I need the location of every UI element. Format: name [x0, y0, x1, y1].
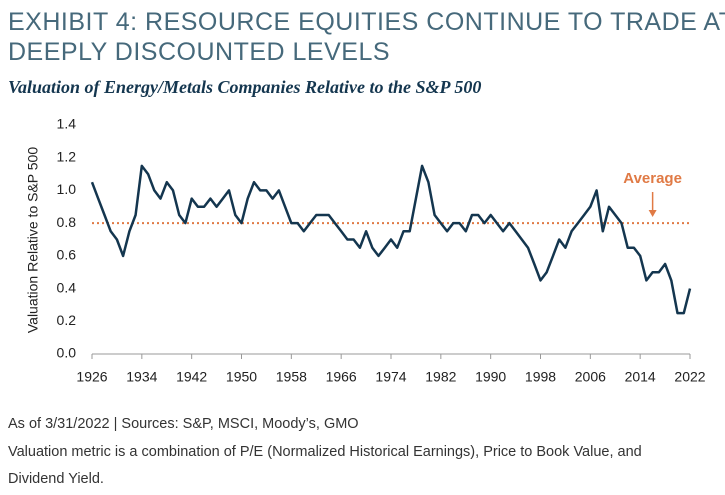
x-tick-label: 2006: [575, 369, 606, 385]
x-tick-label: 1998: [525, 369, 556, 385]
x-tick-label: 1942: [176, 369, 207, 385]
y-tick-label: 0.6: [57, 247, 77, 263]
footnote: Dividend Yield.: [8, 471, 104, 487]
y-tick-label: 0.2: [57, 312, 77, 328]
x-tick-label: 1966: [326, 369, 357, 385]
footnote: As of 3/31/2022 | Sources: S&P, MSCI, Mo…: [8, 416, 359, 432]
y-tick-label: 0.0: [57, 345, 77, 361]
x-tick-label: 1958: [276, 369, 307, 385]
y-tick-label: 1.0: [57, 181, 77, 197]
x-tick-label: 1950: [226, 369, 257, 385]
chart-title: EXHIBIT 4: RESOURCE EQUITIES CONTINUE TO…: [8, 8, 725, 36]
chart-subtitle: Valuation of Energy/Metals Companies Rel…: [8, 77, 481, 97]
y-tick-label: 1.2: [57, 148, 77, 164]
average-label: Average: [623, 170, 682, 187]
data-line: [90, 164, 692, 315]
y-tick-label: 0.8: [57, 214, 77, 230]
footnote: Valuation metric is a combination of P/E…: [8, 444, 642, 460]
x-tick-label: 2022: [674, 369, 705, 385]
x-tick-label: 2014: [625, 369, 656, 385]
y-tick-label: 1.4: [57, 116, 77, 132]
x-tick-label: 1982: [425, 369, 456, 385]
y-tick-label: 0.4: [57, 279, 77, 295]
x-tick-label: 1974: [375, 369, 406, 385]
x-tick-label: 1934: [126, 369, 157, 385]
y-axis-label: Valuation Relative to S&P 500: [25, 147, 41, 333]
chart-title: DEEPLY DISCOUNTED LEVELS: [8, 38, 390, 66]
average-arrowhead: [648, 210, 657, 217]
x-tick-label: 1926: [76, 369, 107, 385]
x-tick-label: 1990: [475, 369, 506, 385]
